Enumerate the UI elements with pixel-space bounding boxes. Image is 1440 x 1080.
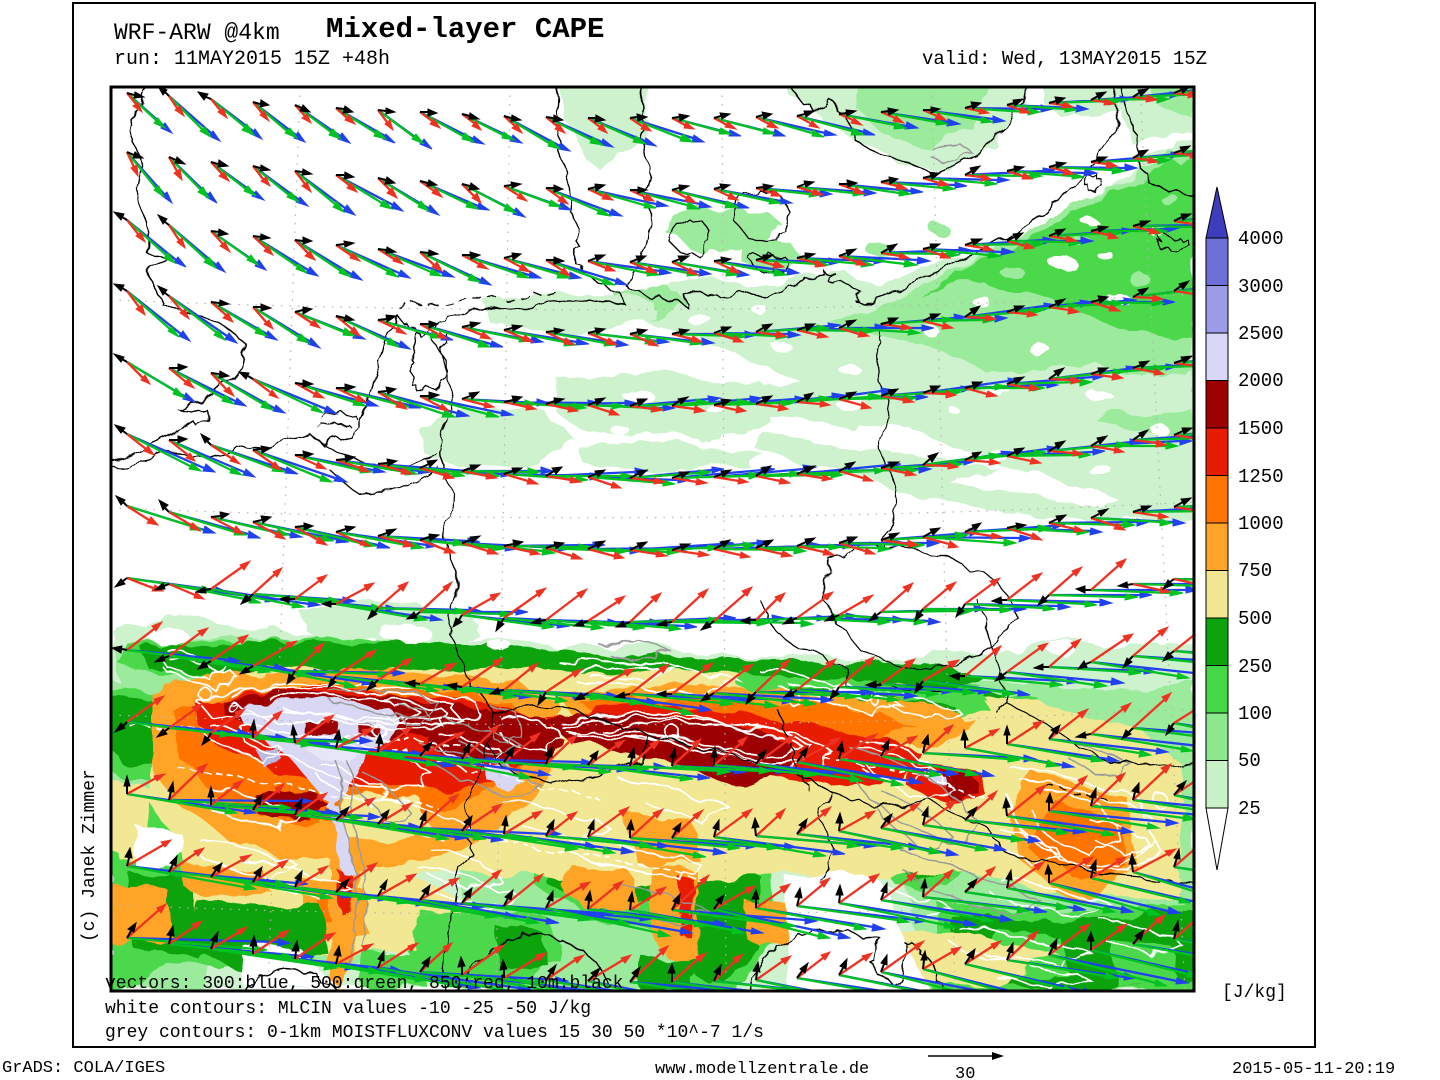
svg-text:25: 25: [1238, 798, 1261, 820]
svg-text:3000: 3000: [1238, 276, 1284, 298]
svg-text:white contours: MLCIN values -: white contours: MLCIN values -10 -25 -50…: [105, 999, 591, 1019]
svg-text:[J/kg]: [J/kg]: [1222, 983, 1287, 1003]
svg-text:2015-05-11-20:19: 2015-05-11-20:19: [1232, 1060, 1395, 1079]
svg-text:www.modellzentrale.de: www.modellzentrale.de: [655, 1060, 869, 1079]
svg-text:valid: Wed, 13MAY2015 15Z: valid: Wed, 13MAY2015 15Z: [922, 48, 1207, 70]
svg-text:2000: 2000: [1238, 370, 1284, 392]
svg-text:500: 500: [1238, 608, 1272, 630]
svg-text:4000: 4000: [1238, 228, 1284, 250]
svg-text:100: 100: [1238, 703, 1272, 725]
svg-text:Mixed-layer CAPE: Mixed-layer CAPE: [326, 13, 604, 46]
svg-text:30: 30: [955, 1065, 975, 1080]
svg-text:grey contours: 0-1km MOISTFLUX: grey contours: 0-1km MOISTFLUXCONV value…: [105, 1023, 764, 1043]
svg-text:GrADS: COLA/IGES: GrADS: COLA/IGES: [2, 1059, 165, 1078]
svg-text:(c) Janek Zimmer: (c) Janek Zimmer: [80, 769, 100, 942]
svg-text:1500: 1500: [1238, 418, 1284, 440]
svg-text:50: 50: [1238, 750, 1261, 772]
svg-text:2500: 2500: [1238, 323, 1284, 345]
svg-text:750: 750: [1238, 560, 1272, 582]
svg-text:1250: 1250: [1238, 466, 1284, 488]
svg-text:250: 250: [1238, 656, 1272, 678]
svg-text:vectors: 300:blue, 500:green,: vectors: 300:blue, 500:green, 850:red, 1…: [105, 974, 623, 994]
svg-text:1000: 1000: [1238, 513, 1284, 535]
svg-text:run: 11MAY2015 15Z +48h: run: 11MAY2015 15Z +48h: [114, 48, 390, 71]
svg-text:WRF-ARW @4km: WRF-ARW @4km: [114, 20, 280, 46]
